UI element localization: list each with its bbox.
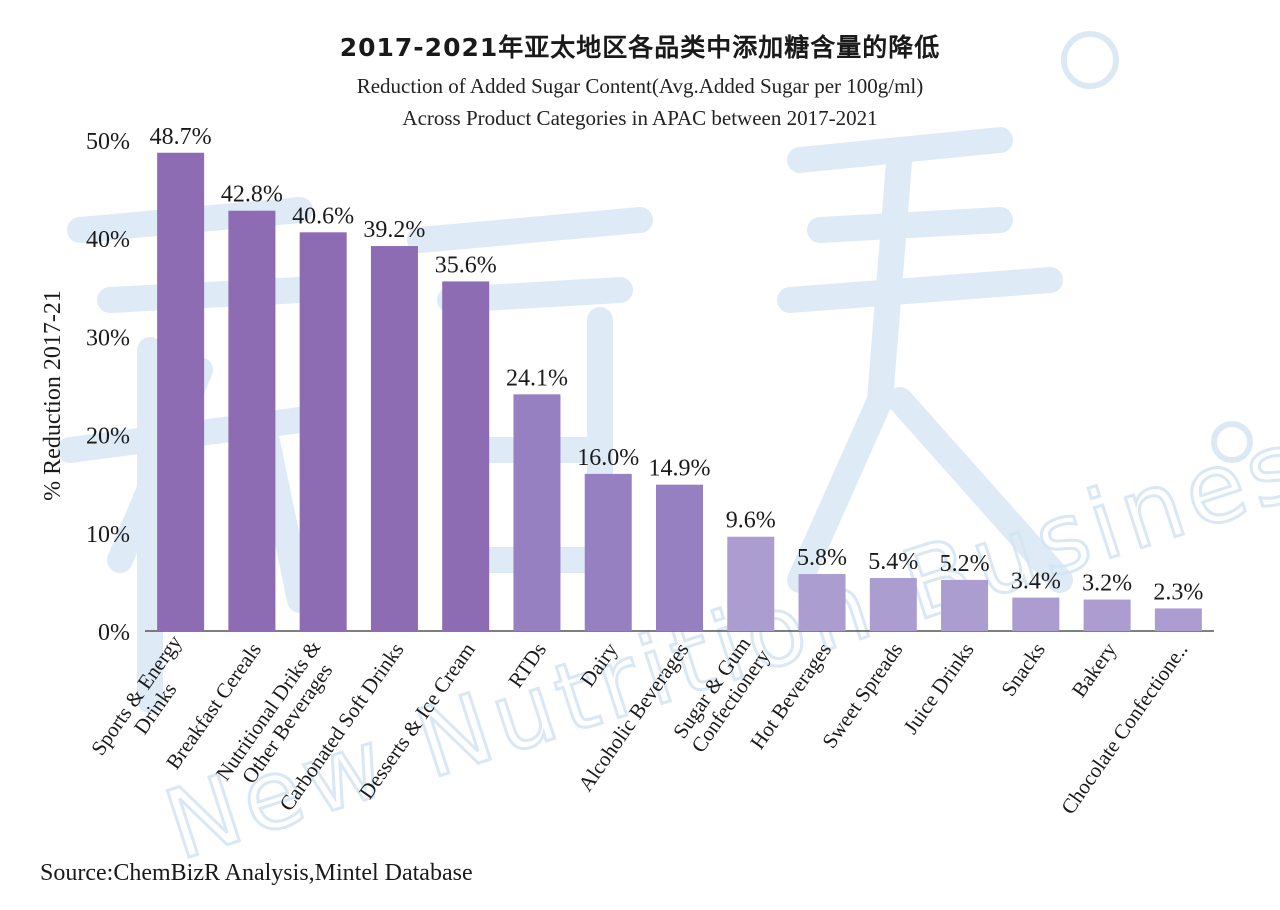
x-tick-label: Juice Drinks	[898, 638, 978, 738]
x-tick-label-line: RTDs	[503, 638, 551, 692]
bar	[727, 536, 775, 631]
y-tick-label: 50%	[86, 129, 130, 155]
x-tick-label-line: Snacks	[996, 638, 1050, 701]
bar	[228, 210, 276, 632]
bar	[584, 473, 632, 631]
data-label: 5.2%	[940, 551, 990, 577]
data-label: 24.1%	[506, 365, 568, 391]
bar	[442, 281, 490, 631]
data-label: 5.4%	[868, 549, 918, 575]
data-label: 35.6%	[435, 252, 497, 278]
data-label: 2.3%	[1153, 579, 1203, 605]
x-tick-label: Snacks	[996, 638, 1050, 701]
bar	[656, 484, 703, 631]
data-label: 14.9%	[649, 456, 711, 482]
x-tick-label-line: Juice Drinks	[898, 638, 978, 738]
bar	[513, 394, 561, 631]
bar	[370, 246, 418, 631]
chart-subtitle-line1: Reduction of Added Sugar Content(Avg.Add…	[356, 74, 924, 98]
y-tick-label: 0%	[98, 620, 130, 646]
data-label: 16.0%	[577, 445, 639, 471]
x-tick-label-line: Bakery	[1067, 638, 1122, 702]
bar	[1012, 597, 1060, 631]
y-tick-label: 40%	[86, 227, 130, 253]
x-tick-label: Chocolate Confectione..	[1056, 638, 1192, 818]
x-tick-label-line: Chocolate Confectione..	[1056, 638, 1192, 818]
bar	[798, 574, 846, 631]
data-label: 42.8%	[221, 182, 283, 208]
source-note: Source:ChemBizR Analysis,Mintel Database	[40, 860, 473, 886]
data-label: 48.7%	[150, 124, 212, 150]
data-label: 3.4%	[1011, 569, 1061, 595]
data-label: 3.2%	[1082, 571, 1132, 597]
data-label: 39.2%	[363, 217, 425, 243]
bar	[941, 579, 989, 631]
data-label: 5.8%	[797, 545, 847, 571]
bar	[1083, 599, 1131, 631]
bar	[157, 152, 205, 632]
x-tick-label: RTDs	[503, 638, 551, 692]
bar	[869, 577, 917, 631]
y-axis-label: % Reduction 2017-21	[40, 290, 66, 501]
x-tick-label: Dairy	[575, 638, 622, 691]
data-label: 40.6%	[292, 203, 354, 229]
bar	[299, 232, 347, 632]
x-tick-label-line: Dairy	[575, 638, 622, 691]
chart-subtitle-line2: Across Product Categories in APAC betwee…	[402, 106, 878, 130]
y-tick-label: 20%	[86, 424, 130, 450]
chart-title: 2017-2021年亚太地区各品类中添加糖含量的降低	[339, 33, 941, 62]
y-tick-label: 10%	[86, 522, 130, 548]
data-label: 9.6%	[726, 508, 776, 534]
x-tick-label: Bakery	[1067, 638, 1122, 702]
bar	[1154, 608, 1202, 631]
y-tick-label: 30%	[86, 325, 130, 351]
